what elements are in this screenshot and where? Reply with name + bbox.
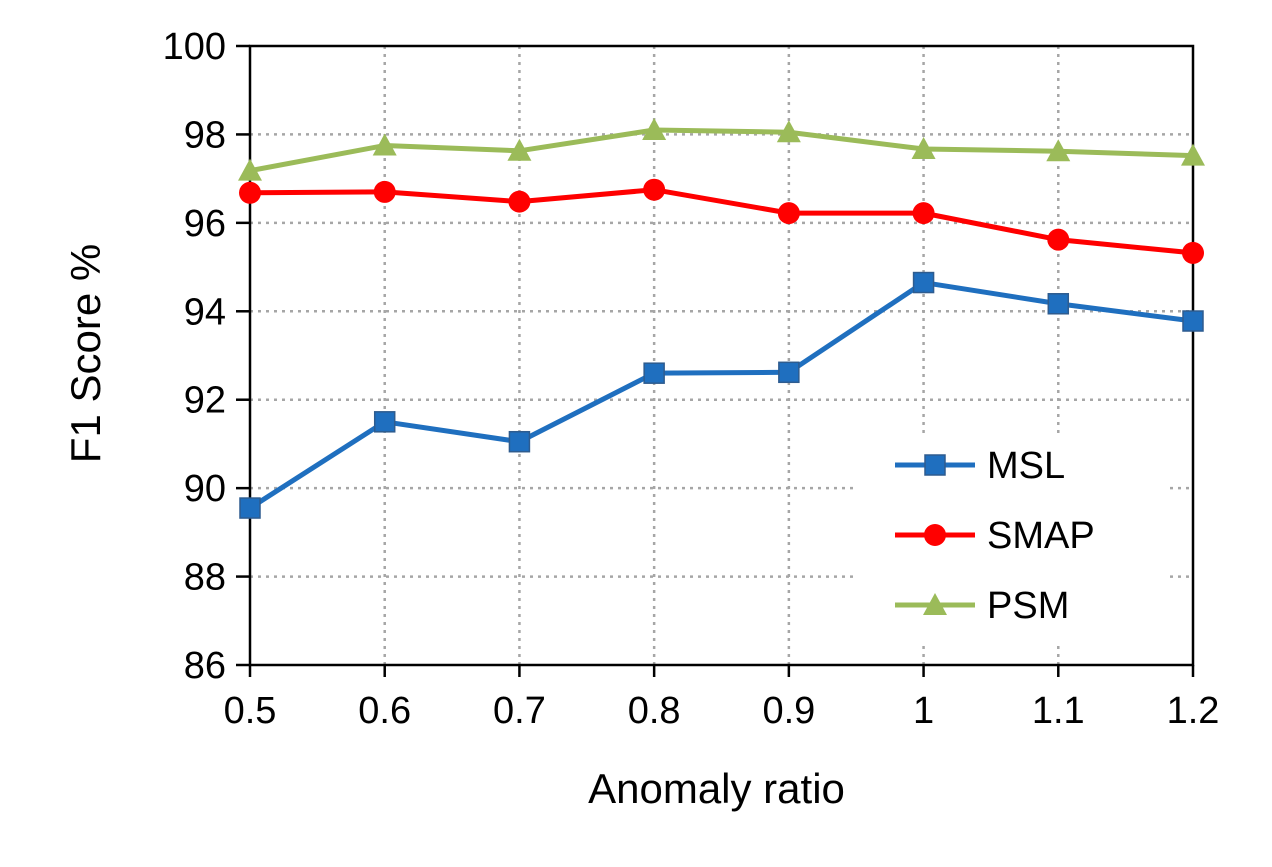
data-point-smap	[912, 202, 935, 225]
data-point-smap	[777, 202, 800, 225]
data-point-msl	[643, 362, 665, 384]
data-point-msl	[1047, 293, 1070, 315]
y-tick-label: 88	[184, 557, 226, 599]
data-point-smap	[643, 178, 666, 201]
series-msl	[239, 271, 1204, 519]
x-tick-label: 0.9	[762, 690, 815, 732]
data-point-msl	[508, 430, 531, 453]
y-tick-label: 94	[184, 291, 226, 333]
series-line-msl	[248, 280, 1194, 511]
legend-marker-msl	[924, 454, 946, 476]
y-tick-label: 92	[184, 380, 226, 422]
data-point-msl	[778, 361, 800, 384]
data-point-smap	[239, 181, 261, 204]
legend-item-psm: PSM	[895, 585, 1069, 627]
data-point-smap	[508, 190, 531, 213]
series-group	[238, 118, 1205, 519]
legend-marker-smap	[924, 524, 946, 546]
x-axis-title: Anomaly ratio	[588, 765, 845, 812]
x-tick-label: 0.6	[358, 690, 411, 732]
data-point-psm	[911, 137, 936, 160]
series-smap	[239, 178, 1204, 264]
y-tick-label: 90	[184, 468, 226, 510]
legend: MSL SMAP PSM	[855, 435, 1165, 645]
legend-marker-psm	[923, 593, 947, 615]
data-point-psm	[507, 138, 532, 161]
data-point-msl	[373, 411, 396, 433]
x-tick-label: 1.2	[1167, 690, 1220, 732]
y-tick-label: 98	[184, 114, 226, 156]
x-tick-label: 0.5	[224, 690, 277, 732]
data-point-psm	[372, 133, 397, 156]
y-tick-label: 86	[184, 645, 226, 687]
y-axis-title: F1 Score %	[62, 244, 109, 463]
data-point-msl	[912, 271, 935, 294]
x-tick-label: 1	[913, 690, 934, 732]
legend-label-msl: MSL	[987, 445, 1065, 487]
x-tick-label: 1.1	[1032, 690, 1085, 732]
legend-background	[855, 435, 1165, 645]
series-line-psm	[249, 127, 1194, 174]
legend-item-smap: SMAP	[895, 515, 1095, 557]
data-point-smap	[373, 180, 396, 203]
axis-ticks: 86 88 90 92 94 96 98 100 0.5 0.6 0.7 0.8 0.9 1 1.1 1.2	[163, 26, 1220, 732]
y-tick-label: 96	[184, 203, 226, 245]
data-point-smap	[1047, 228, 1070, 251]
data-point-psm	[238, 158, 262, 181]
y-tick-label: 100	[163, 26, 226, 68]
data-point-psm	[642, 118, 667, 141]
legend-label-smap: SMAP	[987, 515, 1095, 557]
data-point-psm	[1046, 139, 1071, 162]
legend-label-psm: PSM	[987, 585, 1069, 627]
plot-area-border	[248, 44, 1195, 667]
x-tick-label: 0.7	[493, 690, 546, 732]
x-tick-label: 0.8	[628, 690, 681, 732]
series-line-smap	[249, 187, 1194, 256]
series-psm	[238, 118, 1205, 181]
data-point-psm	[1181, 143, 1205, 166]
data-point-psm	[776, 120, 801, 143]
data-point-smap	[1182, 241, 1204, 264]
data-point-msl	[1182, 310, 1204, 332]
data-point-msl	[239, 497, 261, 519]
legend-item-msl: MSL	[895, 445, 1065, 487]
